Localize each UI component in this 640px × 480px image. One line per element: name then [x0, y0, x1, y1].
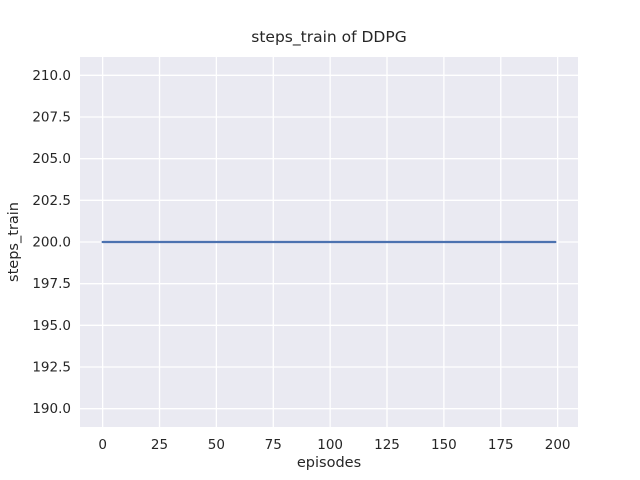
chart-title: steps_train of DDPG	[251, 28, 407, 46]
y-tick-label: 200.0	[32, 235, 71, 251]
y-tick-label: 190.0	[32, 401, 71, 417]
y-tick-label: 202.5	[32, 193, 71, 209]
x-tick-label: 0	[98, 437, 107, 453]
x-tick-label: 150	[431, 437, 457, 453]
x-tick-label: 25	[151, 437, 168, 453]
y-tick-label: 210.0	[32, 68, 71, 84]
y-axis-label: steps_train	[6, 202, 22, 282]
x-tick-label: 75	[265, 437, 282, 453]
x-tick-label: 50	[208, 437, 225, 453]
y-tick-label: 205.0	[32, 151, 71, 167]
x-axis-label: episodes	[296, 455, 362, 471]
x-tick-label: 100	[317, 437, 343, 453]
x-tick-label: 175	[488, 437, 514, 453]
x-tick-label: 200	[545, 437, 571, 453]
y-tick-label: 207.5	[32, 110, 71, 126]
y-tick-label: 197.5	[32, 276, 71, 292]
x-tick-label: 125	[374, 437, 400, 453]
y-tick-label: 192.5	[32, 360, 71, 376]
y-tick-label: 195.0	[32, 318, 71, 334]
